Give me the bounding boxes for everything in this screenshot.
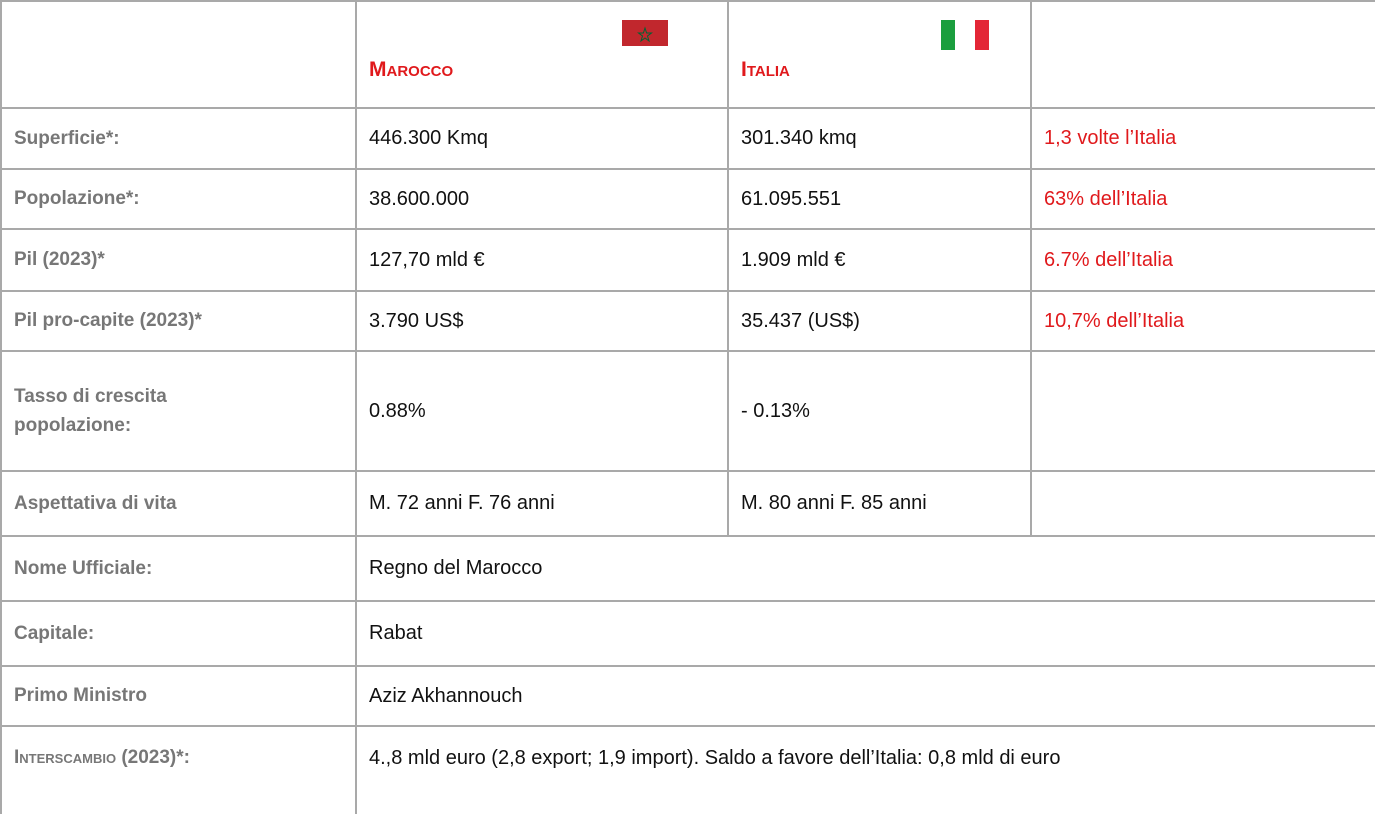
row-value: Aziz Akhannouch [355,665,1375,727]
empty-cell [1030,350,1375,472]
row-value: 0.88% [355,350,729,472]
row-value: 127,70 mld € [355,228,729,292]
table-row: Nome Ufficiale: Regno del Marocco [0,535,1375,602]
table-row: Tasso di crescita popolazione: 0.88% - 0.1… [0,350,1375,472]
empty-cell [1030,470,1375,537]
table-row: Interscambio (2023)*: 4.,8 mld euro (2,8 … [0,725,1375,814]
table-row: Superficie*: 446.300 Kmq 301.340 kmq 1,3 vo… [0,107,1375,170]
row-label: Popolazione*: [0,168,357,230]
row-label: Tasso di crescita popolazione: [0,350,357,472]
row-value: 63% dell’Italia [1030,168,1375,230]
row-label: Pil (2023)* [0,228,357,292]
row-value: 6.7% dell’Italia [1030,228,1375,292]
row-value: Rabat [355,600,1375,667]
row-value: 61.095.551 [727,168,1032,230]
flag-morocco [622,20,668,46]
row-value: M. 72 anni F. 76 anni [355,470,729,537]
row-value: 1.909 mld € [727,228,1032,292]
row-value: Regno del Marocco [355,535,1375,602]
row-value: 4.,8 mld euro (2,8 export; 1,9 import). … [355,725,1375,814]
table-row: Aspettativa di vita M. 72 anni F. 76 anni… [0,470,1375,537]
row-label: Interscambio (2023)*: [0,725,357,814]
header-text: Marocco [369,58,454,82]
flag-italy [941,20,989,50]
header-text: Italia [741,58,790,82]
row-value: 446.300 Kmq [355,107,729,170]
row-value: 1,3 volte l’Italia [1030,107,1375,170]
row-label: Primo Ministro [0,665,357,727]
table-row: Pil pro-capite (2023)* 3.790 US$ 35.437 (U… [0,290,1375,352]
row-label: Superficie*: [0,107,357,170]
header-cell [1030,0,1375,109]
table-row: Capitale: Rabat [0,600,1375,667]
header-cell: Marocco [355,0,729,109]
row-value: M. 80 anni F. 85 anni [727,470,1032,537]
row-label: Aspettativa di vita [0,470,357,537]
table-row: Popolazione*: 38.600.000 61.095.551 63% del… [0,168,1375,230]
row-label: Nome Ufficiale: [0,535,357,602]
row-value: 3.790 US$ [355,290,729,352]
row-label: Capitale: [0,600,357,667]
header-cell: Italia [727,0,1032,109]
row-value: 38.600.000 [355,168,729,230]
row-label: Pil pro-capite (2023)* [0,290,357,352]
table-row: Pil (2023)* 127,70 mld €1.909 mld €6.7% d… [0,228,1375,292]
row-value: 35.437 (US$) [727,290,1032,352]
table-row: Primo Ministro Aziz Akhannouch [0,665,1375,727]
row-value: 10,7% dell’Italia [1030,290,1375,352]
row-value: - 0.13% [727,350,1032,472]
header-cell [0,0,357,109]
header-row: Marocco Italia [0,0,1375,109]
row-value: 301.340 kmq [727,107,1032,170]
